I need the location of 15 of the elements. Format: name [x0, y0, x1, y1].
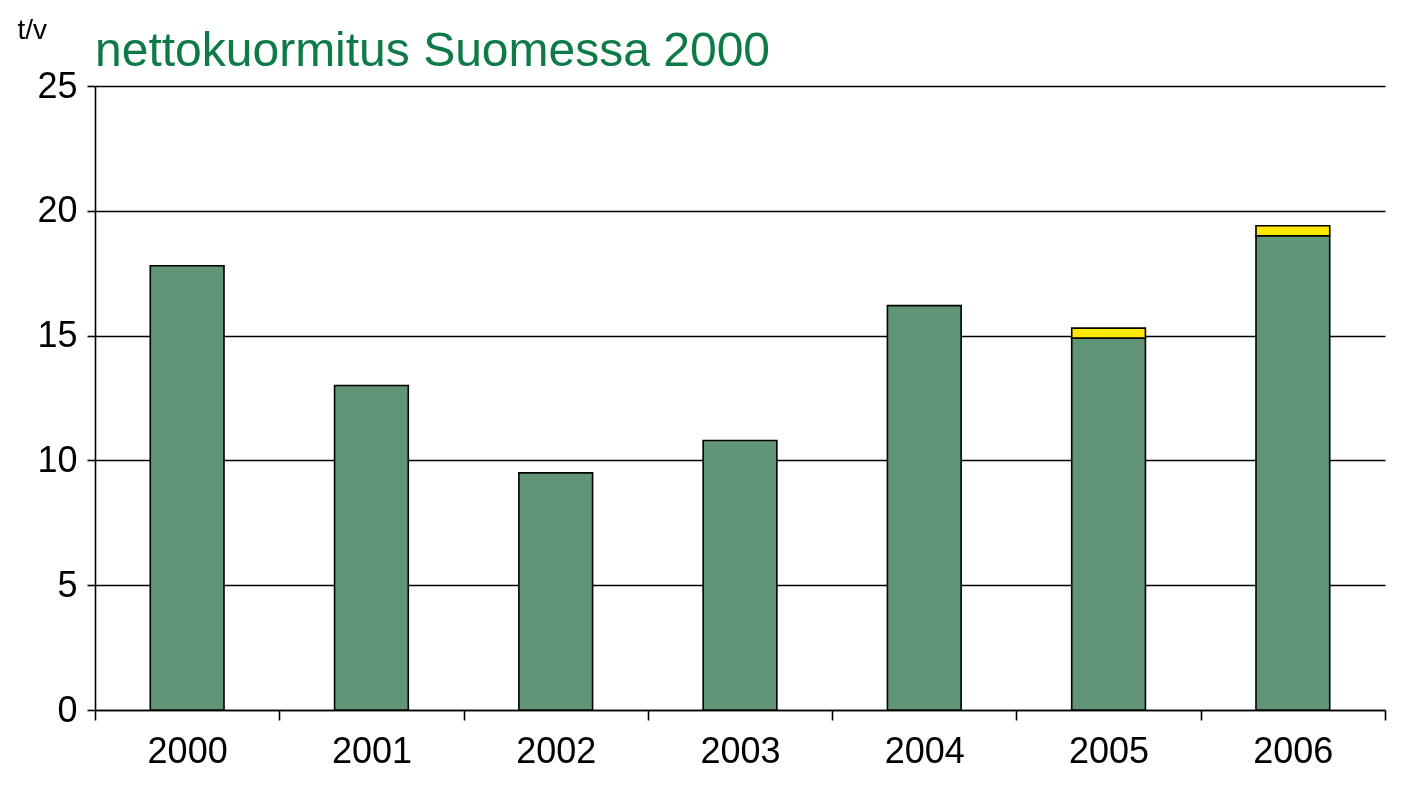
x-tick-label: 2002: [516, 729, 597, 771]
y-tick-label: 20: [37, 189, 78, 231]
y-axis-title: t/v: [17, 13, 48, 45]
x-tick-label: 2001: [331, 729, 412, 771]
x-tick-label: 2005: [1069, 729, 1150, 771]
y-tick-label: 15: [37, 314, 78, 356]
x-tick-label: 2004: [884, 729, 965, 771]
x-tick-label: 2003: [700, 729, 781, 771]
y-tick-label: 0: [57, 688, 78, 730]
y-tick-label: 5: [57, 563, 78, 605]
x-tick-label: 2006: [1253, 729, 1334, 771]
chart-title: nettokuormitus Suomessa 2000: [95, 23, 771, 76]
y-tick-label: 25: [37, 64, 78, 106]
x-tick-label: 2000: [147, 729, 228, 771]
y-tick-label: 10: [37, 438, 78, 480]
